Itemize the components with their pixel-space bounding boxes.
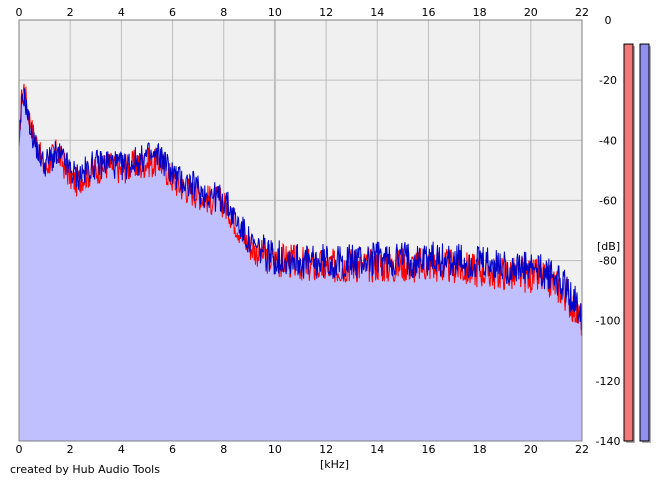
x-tick-label-bottom: 10 <box>268 443 282 456</box>
x-tick-label-top: 8 <box>220 6 227 19</box>
y-tick-label: -140 <box>596 435 621 448</box>
plot-frame <box>18 19 583 442</box>
level-meters <box>623 43 651 444</box>
y-tick-label: -20 <box>599 74 617 87</box>
x-tick-label-top: 16 <box>421 6 435 19</box>
y-tick-label: -80 <box>599 255 617 268</box>
x-tick-label-bottom: 16 <box>421 443 435 456</box>
y-tick-label: -120 <box>596 375 621 388</box>
x-tick-label-bottom: 6 <box>169 443 176 456</box>
series-line-left-channel <box>18 83 583 336</box>
y-axis-label: [dB] <box>597 240 621 253</box>
x-tick-label-bottom: 2 <box>67 443 74 456</box>
x-tick-label-top: 22 <box>575 6 589 19</box>
series-line-right-channel <box>18 88 583 331</box>
x-tick-label-top: 20 <box>524 6 538 19</box>
x-tick-label-top: 0 <box>16 6 23 19</box>
x-tick-label-top: 2 <box>67 6 74 19</box>
y-tick-label: -40 <box>599 134 617 147</box>
x-tick-label-bottom: 4 <box>118 443 125 456</box>
x-tick-label-bottom: 0 <box>16 443 23 456</box>
x-tick-label-bottom: 12 <box>319 443 333 456</box>
y-tick-label: 0 <box>605 14 612 27</box>
x-tick-label-bottom: 18 <box>473 443 487 456</box>
level-meter-left <box>623 43 634 442</box>
credit-text: created by Hub Audio Tools <box>10 463 160 476</box>
spectrum-series <box>18 83 583 336</box>
x-tick-label-top: 18 <box>473 6 487 19</box>
level-meter-right <box>639 43 650 442</box>
x-axis-top-ticks: 0 2 4 6 8 10 12 14 16 18 20 22 <box>16 6 590 19</box>
x-tick-label-bottom: 20 <box>524 443 538 456</box>
x-tick-label-bottom: 22 <box>575 443 589 456</box>
x-tick-label-bottom: 8 <box>220 443 227 456</box>
y-tick-label: -60 <box>599 194 617 207</box>
x-axis-bottom-ticks: 0 2 4 6 8 10 12 14 16 18 20 22 <box>16 443 590 456</box>
x-tick-label-top: 10 <box>268 6 282 19</box>
x-tick-label-top: 4 <box>118 6 125 19</box>
x-tick-label-top: 14 <box>370 6 384 19</box>
x-axis-label: [kHz] <box>320 458 349 471</box>
x-tick-label-top: 6 <box>169 6 176 19</box>
x-tick-label-top: 12 <box>319 6 333 19</box>
y-axis-ticks: 0 -20 -40 -60 -80 -100 -120 -140 <box>596 14 621 448</box>
x-tick-label-bottom: 14 <box>370 443 384 456</box>
y-tick-label: -100 <box>596 315 621 328</box>
